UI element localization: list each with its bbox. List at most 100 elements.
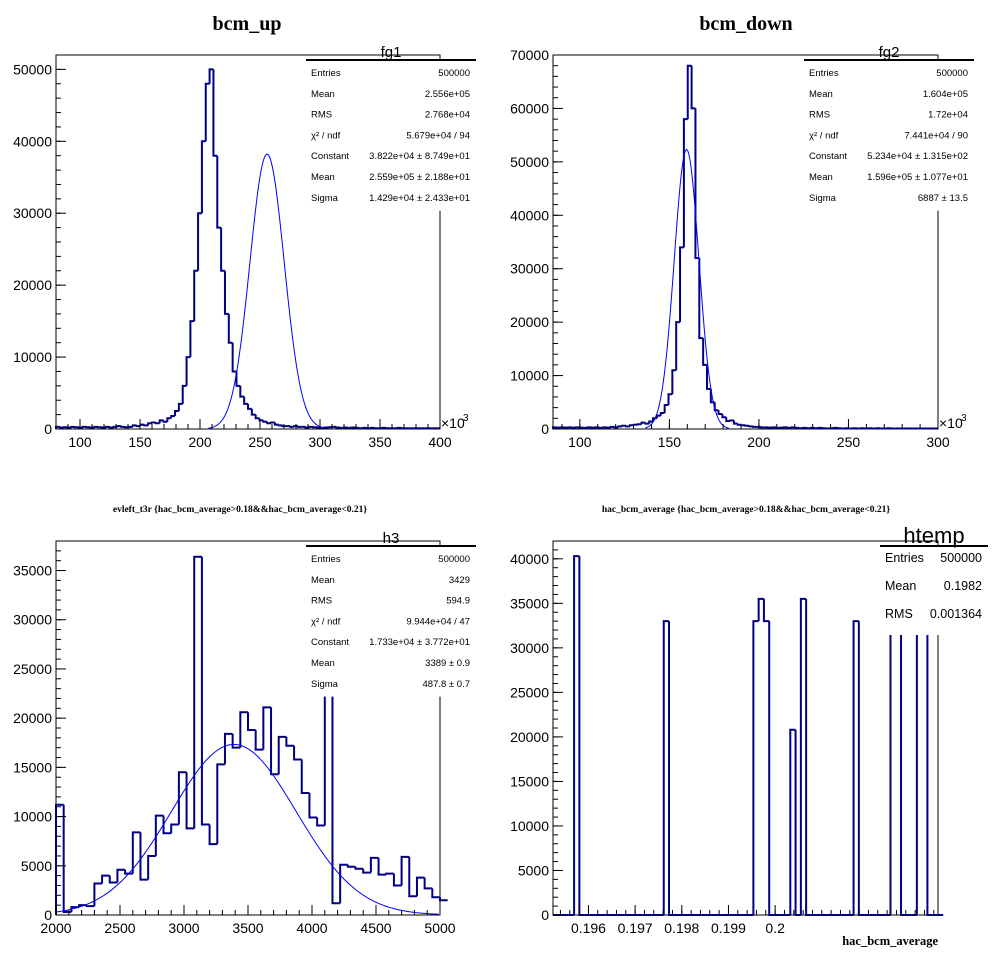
stats-label: Mean <box>809 89 833 100</box>
histogram-bin <box>667 393 673 405</box>
y-tick-label: 25000 <box>13 661 52 677</box>
x-tick-label: 100 <box>68 434 92 450</box>
histogram-bin <box>147 854 156 880</box>
histogram-bin <box>586 426 592 429</box>
plot-frame <box>552 54 939 430</box>
stats-label: Mean <box>885 579 916 593</box>
histogram-bin <box>223 732 233 765</box>
histogram-bin <box>682 118 688 248</box>
y-tick-label: 50000 <box>510 154 549 170</box>
histogram-bin <box>231 733 241 749</box>
histogram-bin <box>644 422 650 425</box>
histogram-bin <box>55 803 64 915</box>
stats-value: 500000 <box>940 551 982 565</box>
x-tick-label: 250 <box>248 434 272 450</box>
stats-label: Entries <box>311 554 341 565</box>
y-tick-label: 60000 <box>510 100 549 116</box>
histogram-bin <box>70 906 80 913</box>
histogram-bin <box>220 227 225 272</box>
histogram-bin <box>239 385 245 398</box>
histogram-bin <box>431 888 440 899</box>
x-exponent-power: 3 <box>463 413 469 424</box>
histogram-bin <box>281 425 287 428</box>
histogram-bin <box>227 313 233 344</box>
x-tick-label: 2000 <box>40 920 71 936</box>
histogram-bin <box>552 426 557 429</box>
histogram-bin <box>81 425 87 428</box>
stats-label: Mean <box>809 172 833 183</box>
y-tick-label: 5000 <box>21 858 52 874</box>
x-tick-label: 350 <box>368 434 392 450</box>
histogram-bin <box>147 422 152 426</box>
histogram-bin <box>377 857 387 876</box>
histogram-bin <box>698 258 704 340</box>
x-tick-label: 150 <box>128 434 152 450</box>
histogram-bin <box>640 421 646 425</box>
histogram-bin <box>740 424 746 427</box>
histogram-bin <box>177 402 183 412</box>
histogram-bin <box>273 422 279 426</box>
x-tick-label: 100 <box>568 434 592 450</box>
histogram-bin <box>185 772 195 830</box>
histogram-bin <box>852 620 859 915</box>
histogram-bin <box>794 426 800 429</box>
histogram-bin <box>768 621 775 916</box>
pad-htemp: hac_bcm_average {hac_bcm_average>0.18&&h… <box>510 505 988 948</box>
histogram-bin <box>926 632 933 916</box>
stats-value: 5.679e+04 / 94 <box>406 130 470 141</box>
histogram-bin <box>296 425 302 428</box>
histogram-bin <box>686 64 692 120</box>
y-tick-label: 20000 <box>13 710 52 726</box>
histogram-bin <box>789 728 796 915</box>
stats-value: 3.822e+04 ± 8.749e+01 <box>369 151 470 162</box>
histogram-bin <box>151 421 156 424</box>
histogram-bin <box>671 369 677 395</box>
stats-title: htemp <box>903 523 964 548</box>
stats-value: 2.556e+05 <box>425 89 470 100</box>
stats-label: Sigma <box>311 679 339 690</box>
histogram-bin <box>613 426 619 429</box>
histogram-bin <box>262 420 268 423</box>
histogram-bin <box>235 371 241 387</box>
histogram-bin <box>423 877 433 890</box>
stats-value: 500000 <box>438 68 470 79</box>
stats-label: Entries <box>311 68 341 79</box>
histogram-bin <box>124 869 133 875</box>
histogram-bin <box>668 621 675 916</box>
histogram-bin <box>193 555 202 829</box>
histogram-bin <box>62 804 72 914</box>
chart-title: bcm_up <box>213 13 282 35</box>
histogram-bin <box>293 745 302 761</box>
histogram-bin <box>331 658 341 905</box>
histogram-bin <box>752 425 758 428</box>
histogram-bin <box>216 155 222 229</box>
histogram-bin <box>239 711 248 748</box>
stats-box: fg2 Entries 500000 Mean 1.604e+05 RMS 1.72e+04… <box>804 44 974 211</box>
y-tick-label: 40000 <box>510 551 549 567</box>
stats-value: 7.441e+04 / 90 <box>904 130 968 141</box>
y-tick-label: 30000 <box>13 612 52 628</box>
histogram-bin <box>748 425 754 428</box>
x-tick-label: 0.198 <box>664 920 699 936</box>
histogram-bin <box>200 140 206 214</box>
stats-label: Constant <box>809 151 847 162</box>
x-tick-label: 0.197 <box>618 920 653 936</box>
histogram-bin <box>725 417 731 422</box>
y-tick-label: 40000 <box>13 133 52 149</box>
histogram-bin <box>675 321 681 371</box>
y-tick-label: 30000 <box>510 261 549 277</box>
x-tick-label: 300 <box>308 434 332 450</box>
histogram-bin <box>362 868 371 874</box>
stats-box-bg <box>804 60 974 211</box>
histogram-bin <box>247 712 256 731</box>
x-tick-label: 2500 <box>104 920 135 936</box>
histogram-bin <box>181 384 187 404</box>
histogram-bin <box>629 424 634 427</box>
chart-title: evleft_t3r {hac_bcm_average>0.18&&hac_bc… <box>113 505 368 515</box>
y-tick-label: 30000 <box>510 640 549 656</box>
y-tick-label: 70000 <box>510 47 549 63</box>
stats-value: 1.596e+05 ± 1.077e+01 <box>867 172 968 183</box>
histogram-bin <box>732 420 738 425</box>
stats-box-bg <box>880 546 988 635</box>
histogram-bin <box>120 425 126 428</box>
